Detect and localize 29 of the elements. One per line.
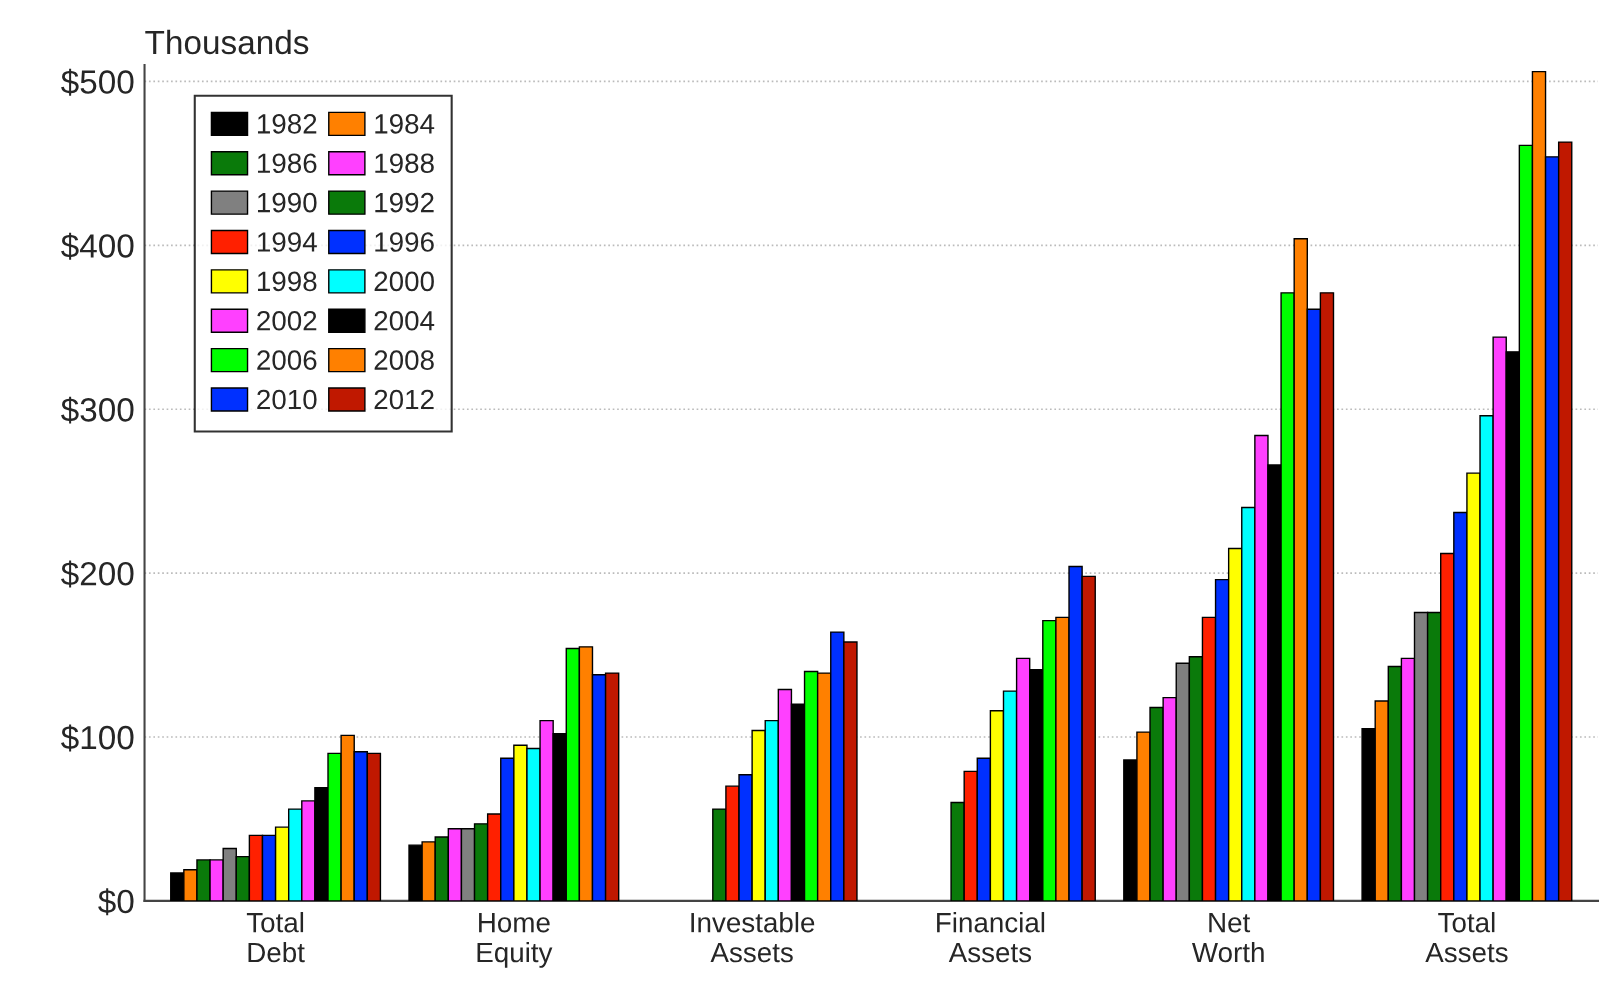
legend-label: 2008 — [374, 350, 434, 370]
y-axis-title: Thousands — [145, 29, 309, 55]
legend-label: 1994 — [257, 232, 317, 252]
y-tick-label: $0 — [98, 888, 134, 916]
y-tick-label: $300 — [61, 396, 134, 424]
legend-label: 2004 — [374, 310, 435, 331]
x-tick-label: Financial Assets — [937, 912, 1045, 963]
legend-label: 1988 — [375, 153, 434, 174]
y-tick-label: $100 — [61, 724, 134, 752]
x-tick-label: Investable Assets — [691, 912, 815, 963]
legend-label: 2012 — [374, 389, 434, 410]
x-tick-label: Net Worth — [1191, 913, 1264, 963]
x-tick-label: Home Equity — [477, 913, 553, 968]
legend-label: 2002 — [257, 310, 317, 331]
legend-label: 1992 — [375, 192, 434, 213]
legend-label: 1982 — [257, 114, 317, 134]
legend-label: 1998 — [257, 271, 317, 292]
legend-label: 2000 — [374, 271, 434, 292]
y-tick-label: $500 — [61, 68, 134, 96]
x-tick-label: Total Assets — [1425, 912, 1508, 963]
legend-label: 1986 — [257, 153, 317, 174]
y-tick-label: $200 — [61, 560, 134, 588]
y-tick-label: $400 — [61, 232, 134, 260]
legend-label: 2006 — [257, 350, 317, 370]
x-tick-label: Total Debt — [246, 912, 305, 963]
legend-label: 2010 — [257, 389, 317, 410]
legend-label: 1984 — [375, 114, 435, 134]
legend-label: 1990 — [257, 192, 317, 213]
legend-label: 1996 — [375, 232, 434, 252]
